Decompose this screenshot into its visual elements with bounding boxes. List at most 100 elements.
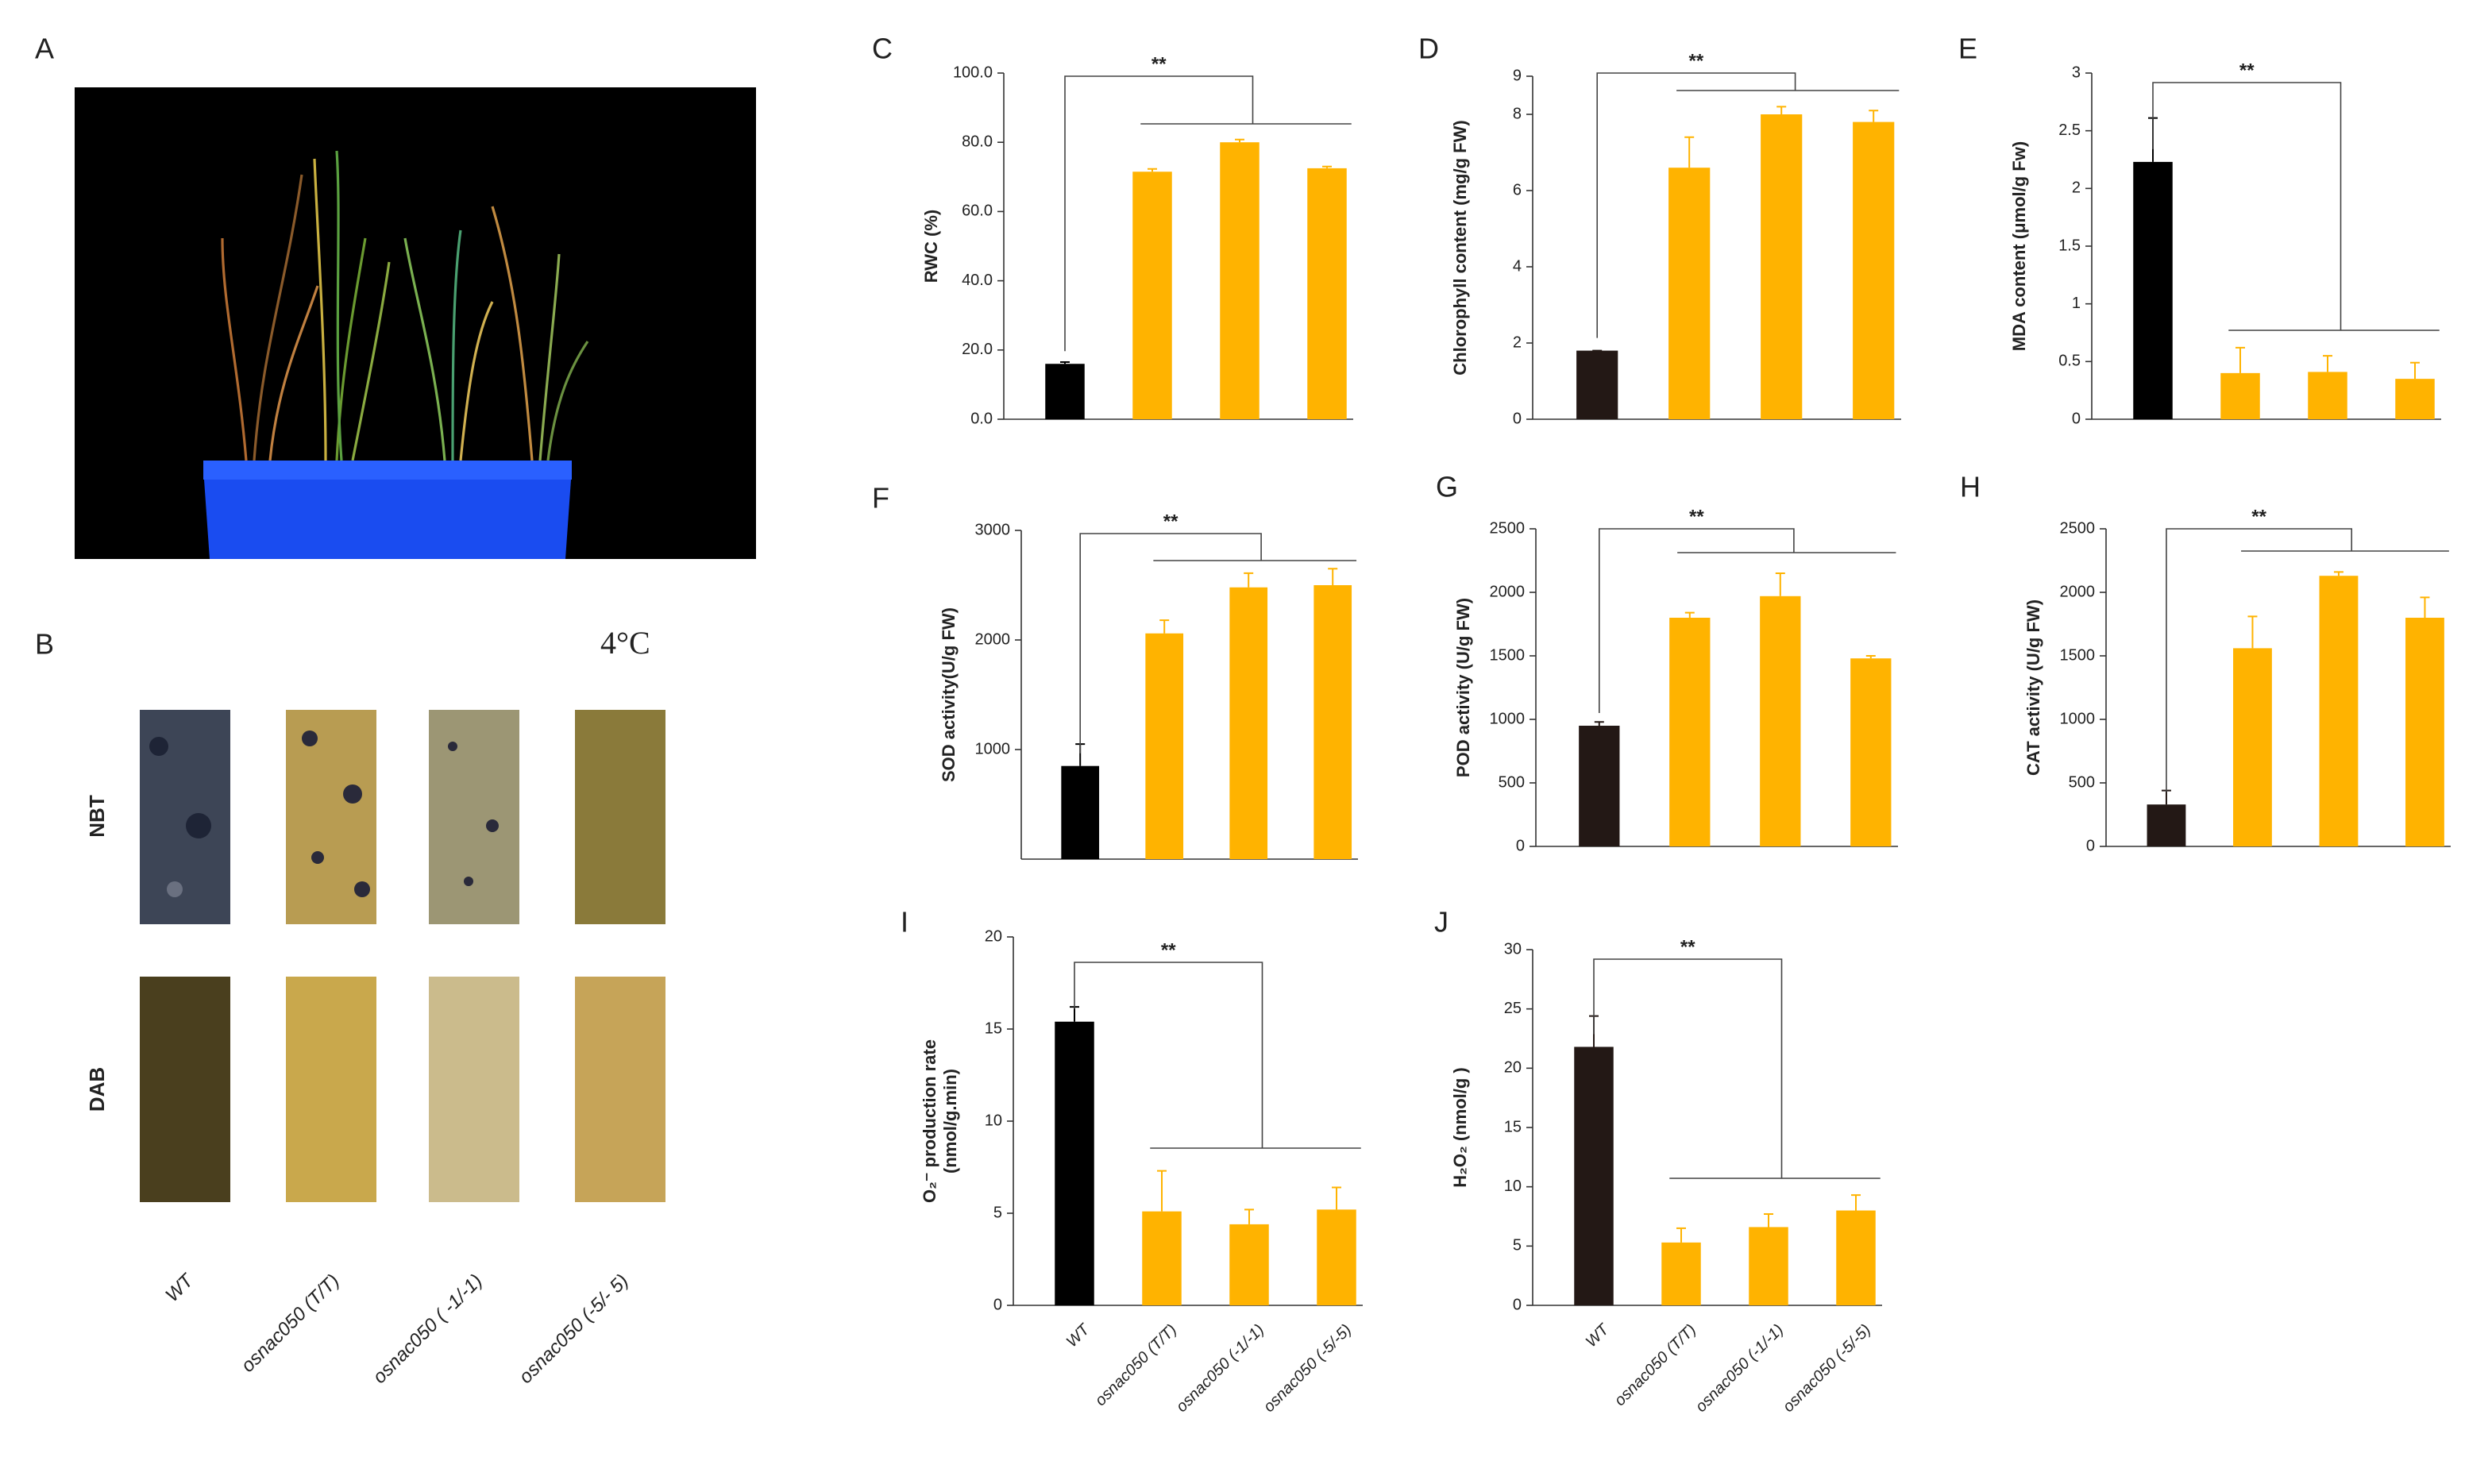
y-tick-label: 20.0 xyxy=(962,341,993,358)
error-bar xyxy=(1684,136,1695,168)
sample-label: osnac050 (-5/- 5) xyxy=(515,1270,632,1388)
bar xyxy=(1761,114,1803,419)
panel-label: I xyxy=(901,906,908,939)
error-bar xyxy=(2161,789,2171,805)
error-bar xyxy=(2235,346,2245,373)
pot xyxy=(203,468,572,559)
bar xyxy=(1749,1227,1788,1305)
x-tick-label: osnac050 (T/T) xyxy=(1611,1321,1699,1409)
plants xyxy=(221,150,589,461)
y-tick-label: 1000 xyxy=(1490,710,1526,727)
bar xyxy=(1853,121,1895,419)
significance-bracket xyxy=(1596,72,1900,338)
y-tick-label: 0 xyxy=(2072,410,2081,427)
y-tick-label: 20 xyxy=(985,927,1002,945)
panel-label: H xyxy=(1960,471,1981,503)
y-axis-label: (nmol/g.min) xyxy=(940,1069,960,1174)
y-tick-label: 0 xyxy=(1516,837,1525,854)
y-tick-label: 2000 xyxy=(2060,583,2096,600)
x-tick-label: WT xyxy=(1063,1320,1094,1351)
y-tick-label: 2000 xyxy=(1490,583,1526,600)
error-bar xyxy=(2410,361,2420,380)
panel-label: A xyxy=(35,33,54,65)
y-tick-label: 1500 xyxy=(1490,646,1526,664)
y-tick-label: 80.0 xyxy=(962,133,993,150)
y-tick-label: 1000 xyxy=(975,740,1011,757)
y-tick-label: 500 xyxy=(1499,773,1525,791)
error-bar xyxy=(1060,361,1070,364)
bar xyxy=(1307,168,1347,419)
row-label: NBT xyxy=(85,795,109,838)
y-axis-label: O₂⁻ production rate xyxy=(920,1039,939,1203)
bar xyxy=(2395,379,2435,419)
condition-label: 4°C xyxy=(600,625,650,661)
panel-label: J xyxy=(1434,906,1449,939)
bar xyxy=(2147,804,2186,846)
bar xyxy=(1229,587,1268,859)
bar xyxy=(2220,372,2260,419)
error-bar xyxy=(1070,1006,1079,1022)
bar xyxy=(1142,1211,1182,1305)
y-axis-label: SOD activity(U/g FW) xyxy=(939,607,959,782)
panel-label: D xyxy=(1418,33,1439,65)
bar xyxy=(1061,765,1100,859)
y-axis-label: POD activity (U/g FW) xyxy=(1453,598,1473,777)
bar xyxy=(1220,142,1260,419)
y-tick-label: 0 xyxy=(993,1296,1002,1313)
y-tick-label: 30 xyxy=(1504,940,1522,958)
bar xyxy=(1574,1047,1614,1305)
bar xyxy=(1850,658,1892,846)
bar xyxy=(2405,618,2444,846)
error-bar xyxy=(1865,655,1876,659)
bar xyxy=(1760,596,1801,846)
panel-label: F xyxy=(872,482,889,515)
significance-bracket xyxy=(1593,958,1881,1179)
annotation: ** xyxy=(1689,50,1704,71)
y-tick-label: 6 xyxy=(1513,181,1522,199)
panel-label: B xyxy=(35,628,54,661)
error-bar xyxy=(1851,1194,1861,1211)
error-bar xyxy=(1776,106,1787,114)
error-bar xyxy=(2420,596,2430,618)
bar xyxy=(1836,1210,1876,1305)
error-bar xyxy=(1684,611,1695,618)
error-bar xyxy=(2333,571,2343,576)
annotation: ** xyxy=(2251,506,2266,527)
stain-photos xyxy=(140,710,665,1202)
error-bar xyxy=(1159,619,1170,634)
error-bar xyxy=(1322,165,1332,168)
y-tick-label: 10 xyxy=(1504,1178,1522,1195)
bar xyxy=(1229,1224,1269,1305)
y-tick-label: 0 xyxy=(1513,410,1522,427)
y-tick-label: 60.0 xyxy=(962,202,993,220)
y-tick-label: 100.0 xyxy=(953,64,993,81)
row-label: DAB xyxy=(85,1067,109,1112)
y-tick-label: 20 xyxy=(1504,1059,1522,1077)
bar xyxy=(1579,726,1620,846)
significance-bracket xyxy=(1599,528,1896,713)
y-tick-label: 0 xyxy=(2086,837,2095,854)
annotation: ** xyxy=(2239,60,2255,81)
y-tick-label: 5 xyxy=(1513,1237,1522,1255)
y-axis-label: RWC (%) xyxy=(921,210,941,283)
x-tick-label: WT xyxy=(1583,1320,1614,1351)
bar xyxy=(1317,1209,1356,1305)
y-tick-label: 3 xyxy=(2072,64,2081,81)
significance-bracket xyxy=(1079,533,1357,754)
sample-label: osnac050 (T/T) xyxy=(237,1270,344,1377)
panel-label: E xyxy=(1958,33,1977,65)
y-tick-label: 2 xyxy=(1513,333,1522,351)
significance-bracket xyxy=(2166,528,2449,792)
panel-label: G xyxy=(1436,471,1458,503)
annotation: ** xyxy=(1161,939,1176,961)
y-tick-label: 5 xyxy=(993,1204,1002,1221)
error-bar xyxy=(2247,615,2258,649)
y-tick-label: 0 xyxy=(1513,1296,1522,1313)
error-bar xyxy=(1328,568,1338,585)
bar xyxy=(2233,648,2272,846)
bar xyxy=(1576,350,1618,419)
y-tick-label: 1 xyxy=(2072,295,2081,312)
y-axis-label: CAT activity (U/g FW) xyxy=(2023,599,2043,776)
bar xyxy=(1661,1242,1701,1305)
panel-label: C xyxy=(872,33,893,65)
